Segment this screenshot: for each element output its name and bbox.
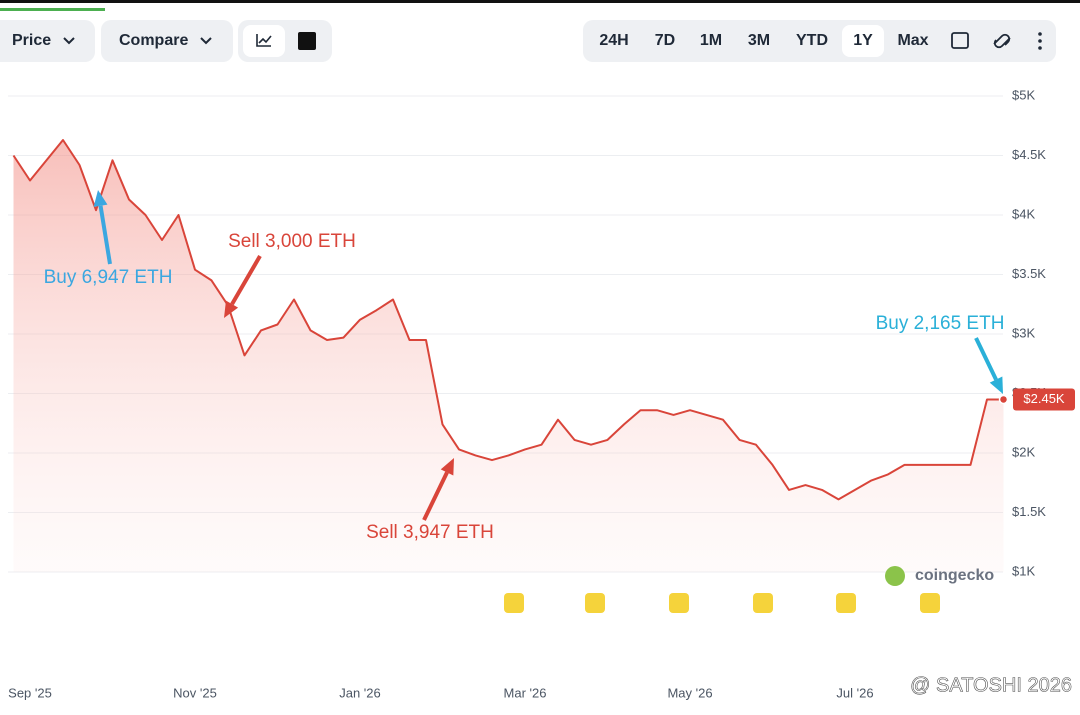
event-markers: [504, 593, 940, 613]
line-icon: [256, 34, 272, 47]
range-button[interactable]: YTD: [796, 32, 828, 49]
arrow-head: [93, 190, 108, 207]
tradingview-button[interactable]: [298, 32, 316, 50]
coingecko-logo: [885, 566, 905, 586]
x-tick-label: Nov '25: [173, 685, 217, 700]
price-badge-label: $2.45K: [1023, 391, 1065, 406]
y-tick-label: $2K: [1012, 444, 1035, 459]
annotation-label: Sell 3,947 ETH: [366, 522, 494, 543]
arrow-head: [440, 458, 454, 476]
range-button[interactable]: 1Y: [853, 32, 873, 49]
credit: @ SATOSHI 2026: [910, 674, 1072, 696]
link-icon[interactable]: [993, 33, 1011, 49]
compare-button[interactable]: [101, 20, 233, 62]
x-tick-label: Jan '26: [339, 685, 381, 700]
watermark: coingecko: [915, 567, 994, 584]
arrow-head: [989, 376, 1003, 394]
price-line: [12, 139, 1004, 501]
more-icon[interactable]: [1038, 32, 1042, 50]
tab-indicator: [0, 8, 105, 11]
compare-label[interactable]: Compare: [119, 32, 188, 49]
y-tick-label: $4.5K: [1012, 147, 1046, 162]
annotation-arrow: [230, 254, 262, 306]
x-tick-label: May '26: [667, 685, 712, 700]
annotation-label: Buy 6,947 ETH: [44, 267, 173, 288]
price-area: [13, 140, 1004, 572]
annotation-label: Buy 2,165 ETH: [876, 313, 1005, 334]
y-tick-label: $1K: [1012, 563, 1035, 578]
y-tick-label: $3.5K: [1012, 266, 1046, 281]
price-label[interactable]: Price: [12, 32, 51, 49]
calendar-icon[interactable]: [951, 32, 969, 49]
y-tick-label: $5K: [1012, 87, 1035, 102]
range-bar: [583, 20, 1056, 62]
range-button[interactable]: 1M: [700, 32, 722, 49]
last-point: [998, 394, 1009, 405]
range-button[interactable]: 3M: [748, 32, 770, 49]
x-tick-label: Jul '26: [836, 685, 873, 700]
x-tick-label: Mar '26: [504, 685, 547, 700]
annotation-label: Sell 3,000 ETH: [228, 231, 356, 252]
y-tick-label: $4K: [1012, 206, 1035, 221]
price-badge: [1013, 388, 1075, 411]
top-border: [0, 0, 1080, 3]
annotation-arrow: [422, 471, 449, 521]
chevron: [200, 37, 212, 45]
annotation-arrow: [974, 337, 998, 381]
y-tick-label: $1.5K: [1012, 504, 1046, 519]
range-button[interactable]: 7D: [655, 32, 675, 49]
y-tick-label: $3K: [1012, 325, 1035, 340]
chevron: [63, 37, 75, 45]
range-button[interactable]: Max: [897, 32, 928, 49]
arrow-head: [224, 300, 239, 318]
range-button[interactable]: 24H: [599, 32, 628, 49]
annotation-arrow: [98, 205, 112, 265]
x-tick-label: Sep '25: [8, 685, 52, 700]
active-range-bg: [842, 25, 884, 57]
price-button[interactable]: [0, 20, 95, 62]
